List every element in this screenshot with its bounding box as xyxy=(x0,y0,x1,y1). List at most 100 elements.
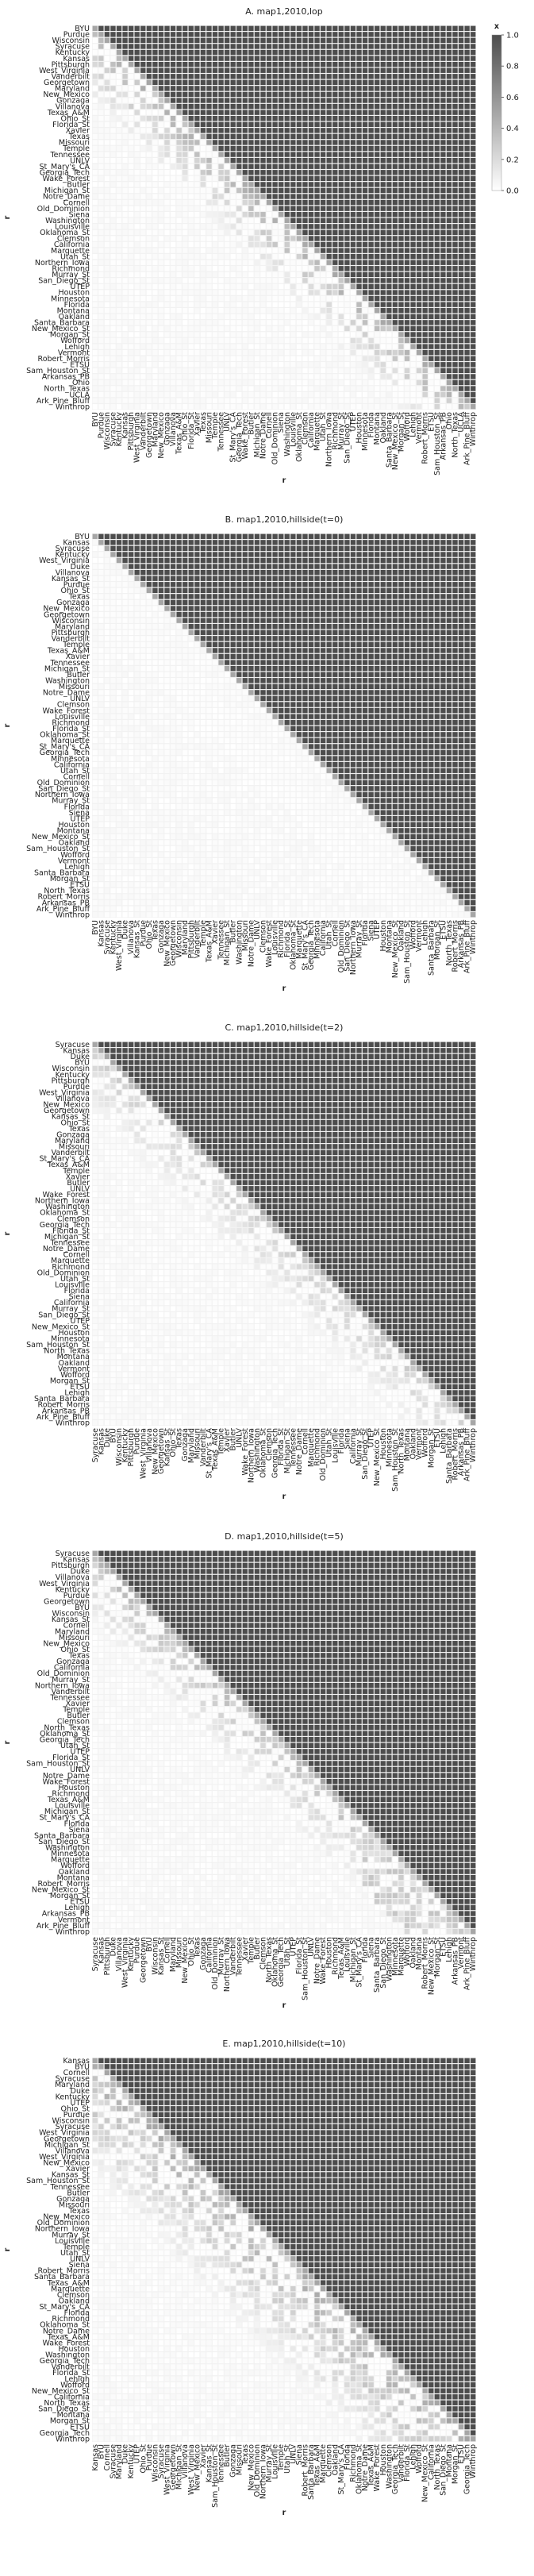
heatmap-cell xyxy=(260,200,265,205)
heatmap-cell xyxy=(351,576,355,581)
heatmap-cell xyxy=(164,302,169,306)
heatmap-cell xyxy=(410,128,415,133)
heatmap-cell xyxy=(339,104,344,109)
heatmap-cell xyxy=(129,266,133,271)
heatmap-cell xyxy=(236,558,241,563)
heatmap-cell xyxy=(201,558,206,563)
heatmap-cell xyxy=(279,62,283,67)
heatmap-cell xyxy=(314,326,319,331)
heatmap-cell xyxy=(428,332,433,337)
heatmap-cell xyxy=(182,224,187,229)
heatmap-cell xyxy=(218,534,223,539)
heatmap-cell xyxy=(152,284,157,289)
heatmap-cell xyxy=(98,302,103,306)
heatmap-cell xyxy=(327,308,332,313)
heatmap-cell xyxy=(459,110,463,114)
heatmap-cell xyxy=(147,558,152,563)
heatmap-cell xyxy=(398,134,403,139)
heatmap-cell xyxy=(381,92,386,97)
heatmap-cell xyxy=(398,110,403,114)
heatmap-cell xyxy=(206,140,211,144)
heatmap-cell xyxy=(375,242,379,247)
heatmap-cell xyxy=(386,540,391,545)
heatmap-cell xyxy=(321,254,325,259)
heatmap-cell xyxy=(435,284,440,289)
heatmap-cell xyxy=(164,50,169,55)
heatmap-cell xyxy=(147,26,152,31)
heatmap-cell xyxy=(428,260,433,265)
heatmap-cell xyxy=(332,200,337,205)
heatmap-cell xyxy=(135,588,140,593)
heatmap-cell xyxy=(248,302,253,306)
heatmap-cell xyxy=(440,266,445,271)
heatmap-cell xyxy=(152,242,157,247)
heatmap-cell xyxy=(398,62,403,67)
heatmap-cell xyxy=(459,314,463,319)
heatmap-cell xyxy=(117,164,121,169)
heatmap-cell xyxy=(363,248,367,252)
heatmap-cell xyxy=(182,248,187,252)
heatmap-cell xyxy=(447,344,451,348)
heatmap-cell xyxy=(201,170,206,175)
heatmap-cell xyxy=(375,284,379,289)
heatmap-cell xyxy=(393,104,398,109)
heatmap-cell xyxy=(471,266,475,271)
heatmap-cell xyxy=(147,534,152,539)
heatmap-cell xyxy=(393,116,398,121)
heatmap-cell xyxy=(93,140,98,144)
heatmap-cell xyxy=(471,218,475,223)
heatmap-cell xyxy=(171,140,175,144)
heatmap-cell xyxy=(110,398,115,402)
heatmap-cell xyxy=(398,80,403,85)
heatmap-cell xyxy=(206,350,211,355)
heatmap-cell xyxy=(122,254,127,259)
heatmap-cell xyxy=(410,44,415,48)
heatmap-cell xyxy=(164,98,169,102)
heatmap-cell xyxy=(135,308,140,313)
heatmap-cell xyxy=(159,92,163,97)
heatmap-cell xyxy=(122,116,127,121)
heatmap-cell xyxy=(393,158,398,163)
heatmap-cell xyxy=(117,552,121,556)
heatmap-cell xyxy=(176,194,181,198)
heatmap-cell xyxy=(332,230,337,235)
heatmap-cell xyxy=(122,158,127,163)
heatmap-cell xyxy=(332,236,337,241)
heatmap-cell xyxy=(182,594,187,599)
heatmap-cell xyxy=(182,404,187,409)
heatmap-cell xyxy=(314,254,319,259)
heatmap-cell xyxy=(243,140,248,144)
heatmap-cell xyxy=(459,188,463,193)
heatmap-cell xyxy=(135,92,140,97)
heatmap-cell xyxy=(327,582,332,587)
heatmap-cell xyxy=(344,110,349,114)
heatmap-cell xyxy=(351,392,355,397)
heatmap-cell xyxy=(176,212,181,217)
heatmap-cell xyxy=(327,534,332,539)
heatmap-cell xyxy=(464,206,469,210)
heatmap-cell xyxy=(98,338,103,343)
heatmap-cell xyxy=(297,194,302,198)
heatmap-cell xyxy=(243,546,248,551)
heatmap-cell xyxy=(176,380,181,385)
heatmap-cell xyxy=(225,104,229,109)
heatmap-cell xyxy=(201,68,206,73)
heatmap-cell xyxy=(171,116,175,121)
heatmap-cell xyxy=(428,540,433,545)
heatmap-cell xyxy=(309,534,313,539)
heatmap-cell xyxy=(201,260,206,265)
heatmap-cell xyxy=(267,272,271,277)
heatmap-cell xyxy=(435,392,440,397)
heatmap-cell xyxy=(171,326,175,331)
heatmap-cell xyxy=(255,32,259,37)
heatmap-cell xyxy=(206,380,211,385)
heatmap-cell xyxy=(356,266,361,271)
heatmap-cell xyxy=(117,594,121,599)
heatmap-cell xyxy=(321,570,325,575)
heatmap-cell xyxy=(368,534,373,539)
heatmap-cell xyxy=(110,164,115,169)
heatmap-cell xyxy=(272,32,277,37)
heatmap-cell xyxy=(386,68,391,73)
heatmap-cell xyxy=(248,128,253,133)
heatmap-cell xyxy=(410,110,415,114)
